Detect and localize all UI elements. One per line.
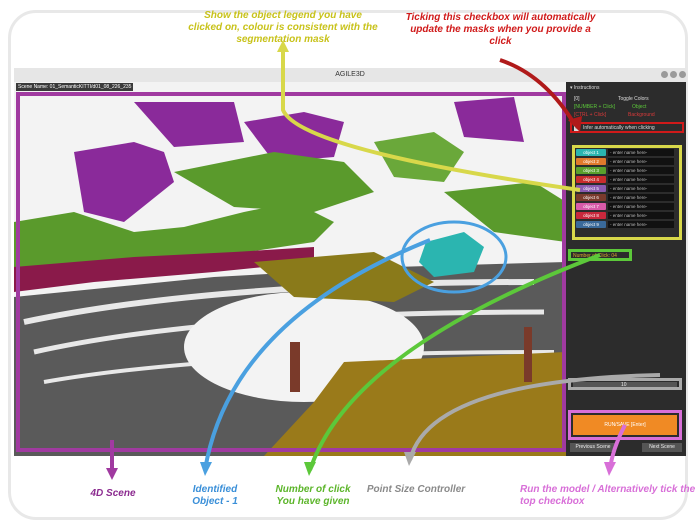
purple-segment (244, 112, 344, 162)
window-title: AGILE3D (335, 71, 365, 78)
click-count-callout: Number of click You have given (275, 484, 351, 507)
checkbox-callout: Ticking this checkbox will automatically… (405, 12, 596, 47)
object-button[interactable]: object 1 (576, 149, 606, 156)
object-row: object 8 - enter name here- (576, 212, 682, 219)
object-button[interactable]: object 2 (576, 158, 606, 165)
minimize-button[interactable] (661, 71, 668, 78)
green-segment (14, 202, 334, 277)
object-button[interactable]: object 8 (576, 212, 606, 219)
next-scene-button[interactable]: Next Scene (642, 443, 682, 452)
point-size-box: 10 (568, 378, 682, 390)
object-name-field[interactable]: - enter name here- (608, 167, 674, 174)
object-button[interactable]: object 9 (576, 221, 606, 228)
object-row: object 1 - enter name here- (576, 149, 682, 156)
object-label: Object (632, 104, 647, 110)
olive-segment (264, 352, 566, 456)
blue-highlight-ring (400, 220, 508, 294)
pole-segment (524, 327, 532, 382)
scene-highlight-border (16, 92, 566, 452)
rounded-frame (8, 10, 688, 520)
object-row: object 3 - enter name here- (576, 167, 682, 174)
maroon-segment (14, 247, 314, 292)
scene-callout: 4D Scene (90, 488, 136, 499)
object-button[interactable]: object 6 (576, 194, 606, 201)
pole-segment (290, 342, 300, 392)
number-click-key: [NUMBER + Click] (574, 104, 615, 110)
olive-segment (254, 252, 434, 302)
key-zero: [0] (574, 96, 580, 102)
scene-name-label: Scene Name: 01_SemanticKITTI/d01_08_226_… (16, 83, 134, 91)
object-row: object 4 - enter name here- (576, 176, 682, 183)
object-name-field[interactable]: - enter name here- (608, 158, 674, 165)
object-name-field[interactable]: - enter name here- (608, 185, 674, 192)
close-button[interactable] (679, 71, 686, 78)
object-row: object 5 - enter name here- (576, 185, 682, 192)
point-size-value: 10 (621, 382, 627, 388)
point-cloud-render (14, 82, 566, 456)
object-button[interactable]: object 7 (576, 203, 606, 210)
legend-callout: Show the object legend you have clicked … (188, 10, 378, 45)
purple-segment (134, 102, 244, 147)
object-button[interactable]: object 4 (576, 176, 606, 183)
purple-segment (454, 97, 524, 142)
green-segment (374, 132, 464, 182)
object-name-field[interactable]: - enter name here- (608, 149, 674, 156)
object-name-field[interactable]: - enter name here- (608, 212, 674, 219)
object-row: object 6 - enter name here- (576, 194, 682, 201)
object-legend (572, 145, 682, 240)
instructions-header[interactable]: ▾ Instructions (570, 85, 600, 91)
object-button[interactable]: object 5 (576, 185, 606, 192)
toggle-colors-label: Toggle Colors (618, 96, 649, 102)
previous-scene-button[interactable]: Previous Scene (570, 443, 616, 452)
background-label: Background (628, 112, 655, 118)
object-button[interactable]: object 3 (576, 167, 606, 174)
object-name-field[interactable]: - enter name here- (608, 176, 674, 183)
identified-object-callout: Identified Object - 1 (192, 484, 238, 507)
ctrl-click-key: [CTRL + Click] (574, 112, 607, 118)
point-cloud-viewer[interactable]: Scene Name: 01_SemanticKITTI/d01_08_226_… (14, 82, 566, 456)
object-row: object 7 - enter name here- (576, 203, 682, 210)
object-row: object 9 - enter name here- (576, 221, 682, 228)
purple-segment (74, 142, 174, 222)
object-name-field[interactable]: - enter name here- (608, 194, 674, 201)
infer-checkbox-label: Infer automatically when clicking (583, 125, 655, 131)
point-size-callout: Point Size Controller (366, 484, 466, 495)
run-model-callout: Run the model / Alternatively tick the t… (520, 484, 695, 507)
point-size-slider[interactable]: 10 (573, 382, 677, 388)
green-segment (444, 182, 566, 242)
object-row: object 2 - enter name here- (576, 158, 682, 165)
object-name-field[interactable]: - enter name here- (608, 221, 674, 228)
maximize-button[interactable] (670, 71, 677, 78)
title-bar: AGILE3D (14, 68, 686, 82)
identified-object-1[interactable] (419, 232, 484, 277)
agile3d-window: AGILE3D (14, 68, 686, 456)
object-name-field[interactable]: - enter name here- (608, 203, 674, 210)
green-segment (174, 152, 374, 212)
